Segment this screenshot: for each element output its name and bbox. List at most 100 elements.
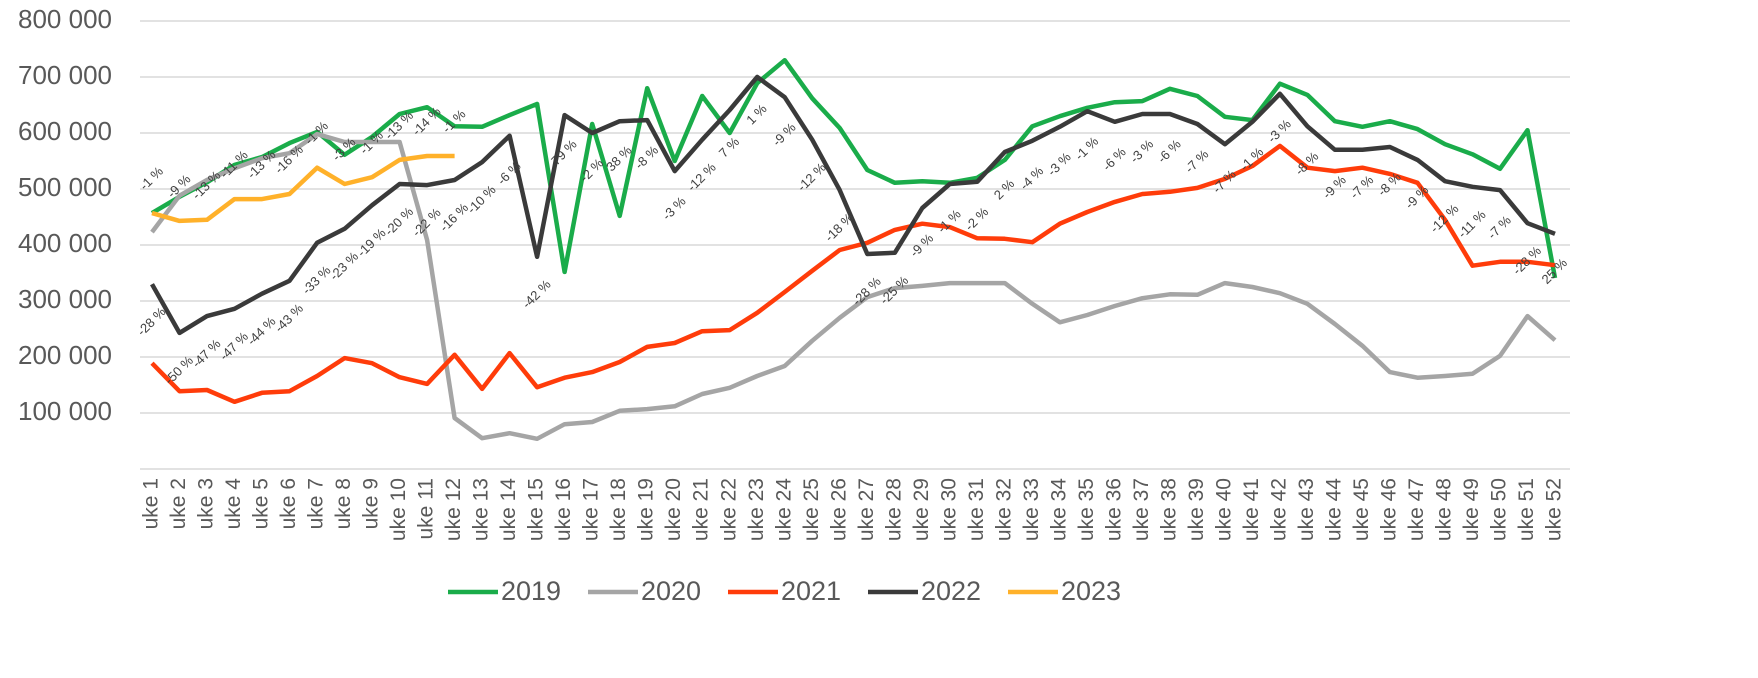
x-tick-label: uke 38: [1157, 478, 1180, 541]
change-label: -3 %: [1044, 149, 1074, 179]
x-tick-label: uke 52: [1543, 478, 1566, 541]
x-tick-label: uke 14: [497, 478, 520, 541]
x-tick-label: uke 10: [387, 478, 410, 541]
x-tick-label: uke 16: [552, 478, 575, 541]
legend-label: 2023: [1061, 576, 1121, 606]
change-label: 7 %: [716, 134, 743, 161]
x-tick-label: uke 29: [910, 478, 933, 541]
y-tick-label: 100 000: [18, 396, 112, 426]
series-line: [151, 153, 455, 224]
x-tick-label: uke 46: [1377, 478, 1400, 541]
x-tick-label: uke 40: [1212, 478, 1235, 541]
change-label: -9 %: [907, 230, 937, 260]
change-label: -8 %: [1292, 148, 1322, 178]
x-tick-label: uke 4: [222, 478, 245, 530]
change-label: -6 %: [1099, 144, 1129, 174]
x-tick-label: uke 23: [745, 478, 768, 541]
series-line: [150, 74, 1556, 336]
x-tick-label: uke 41: [1240, 478, 1263, 541]
x-tick-label: uke 26: [827, 478, 850, 541]
change-label: -9 %: [769, 119, 799, 149]
change-label: -20 %: [382, 204, 417, 239]
change-label: -7 %: [1182, 146, 1212, 176]
legend-label: 2019: [501, 576, 561, 606]
y-tick-label: 300 000: [18, 284, 112, 314]
x-tick-label: uke 42: [1267, 478, 1290, 541]
x-tick-label: uke 18: [607, 478, 630, 541]
change-label: 2 %: [991, 176, 1018, 203]
x-tick-label: uke 49: [1460, 478, 1483, 541]
x-tick-label: uke 34: [1047, 478, 1070, 541]
y-tick-label: 400 000: [18, 228, 112, 258]
change-label: -7 %: [1209, 166, 1239, 196]
change-label: -3 %: [1264, 116, 1294, 146]
change-label: -3 %: [1127, 136, 1157, 166]
change-label: -7 %: [1484, 212, 1514, 242]
x-tick-label: uke 21: [690, 478, 713, 541]
x-tick-label: uke 39: [1185, 478, 1208, 541]
change-label: -3 %: [659, 193, 689, 223]
x-tick-label: uke 32: [992, 478, 1015, 541]
x-tick-label: uke 3: [195, 478, 218, 529]
x-tick-label: uke 15: [525, 478, 548, 541]
change-label: 25 %: [1538, 255, 1570, 287]
y-tick-label: 700 000: [18, 60, 112, 90]
change-label: -9 %: [1319, 172, 1349, 202]
legend-label: 2021: [781, 576, 841, 606]
x-tick-label: uke 7: [305, 478, 328, 529]
legend-label: 2022: [921, 576, 981, 606]
x-tick-label: uke 43: [1295, 478, 1318, 541]
x-tick-label: uke 31: [965, 478, 988, 541]
x-tick-label: uke 2: [167, 478, 190, 529]
x-tick-label: uke 6: [277, 478, 300, 529]
x-tick-label: uke 27: [855, 478, 878, 541]
x-tick-label: uke 37: [1130, 478, 1153, 541]
y-tick-label: 800 000: [18, 4, 112, 34]
x-tick-label: uke 35: [1075, 478, 1098, 541]
change-label: -10 %: [464, 182, 499, 217]
x-tick-label: uke 13: [470, 478, 493, 541]
x-tick-label: uke 5: [250, 478, 273, 529]
change-label: -44 %: [244, 313, 279, 348]
x-tick-label: uke 1: [140, 478, 163, 529]
x-tick-label: uke 11: [415, 478, 438, 540]
x-tick-label: uke 20: [662, 478, 685, 541]
series-line: [150, 143, 1556, 405]
series-line: [150, 131, 1557, 442]
series-line: [150, 57, 1558, 279]
change-label: -1 %: [1072, 133, 1102, 163]
change-label: -33 %: [299, 262, 334, 297]
change-label: -2 %: [962, 204, 992, 234]
y-tick-label: 600 000: [18, 116, 112, 146]
x-tick-label: uke 12: [442, 478, 465, 541]
change-label: -9 %: [164, 171, 194, 201]
x-tick-label: uke 8: [332, 478, 355, 529]
x-tick-label: uke 22: [717, 478, 740, 541]
x-tick-label: uke 45: [1350, 478, 1373, 541]
change-label: -42 %: [519, 276, 554, 311]
change-label: -6 %: [1154, 136, 1184, 166]
x-tick-label: uke 51: [1515, 478, 1538, 541]
x-tick-label: uke 47: [1405, 478, 1428, 541]
change-label: -7 %: [1347, 172, 1377, 202]
y-tick-label: 500 000: [18, 172, 112, 202]
x-tick-label: uke 48: [1433, 478, 1456, 541]
change-label: -23 %: [327, 248, 362, 283]
change-label: -25 %: [877, 272, 912, 307]
x-tick-label: uke 17: [580, 478, 603, 541]
x-tick-label: uke 25: [800, 478, 823, 541]
change-label: -43 %: [271, 300, 306, 335]
x-tick-label: uke 44: [1322, 478, 1345, 541]
x-tick-label: uke 9: [360, 478, 383, 529]
change-label: -9 %: [1402, 182, 1432, 212]
x-tick-label: uke 30: [937, 478, 960, 541]
x-tick-label: uke 36: [1102, 478, 1125, 541]
x-tick-label: uke 50: [1488, 478, 1511, 541]
x-tick-label: uke 24: [772, 478, 795, 541]
x-tick-label: uke 33: [1020, 478, 1043, 541]
y-tick-label: 200 000: [18, 340, 112, 370]
x-tick-label: uke 28: [882, 478, 905, 541]
change-label: 79 %: [548, 136, 580, 168]
change-label: -1 %: [439, 106, 469, 136]
